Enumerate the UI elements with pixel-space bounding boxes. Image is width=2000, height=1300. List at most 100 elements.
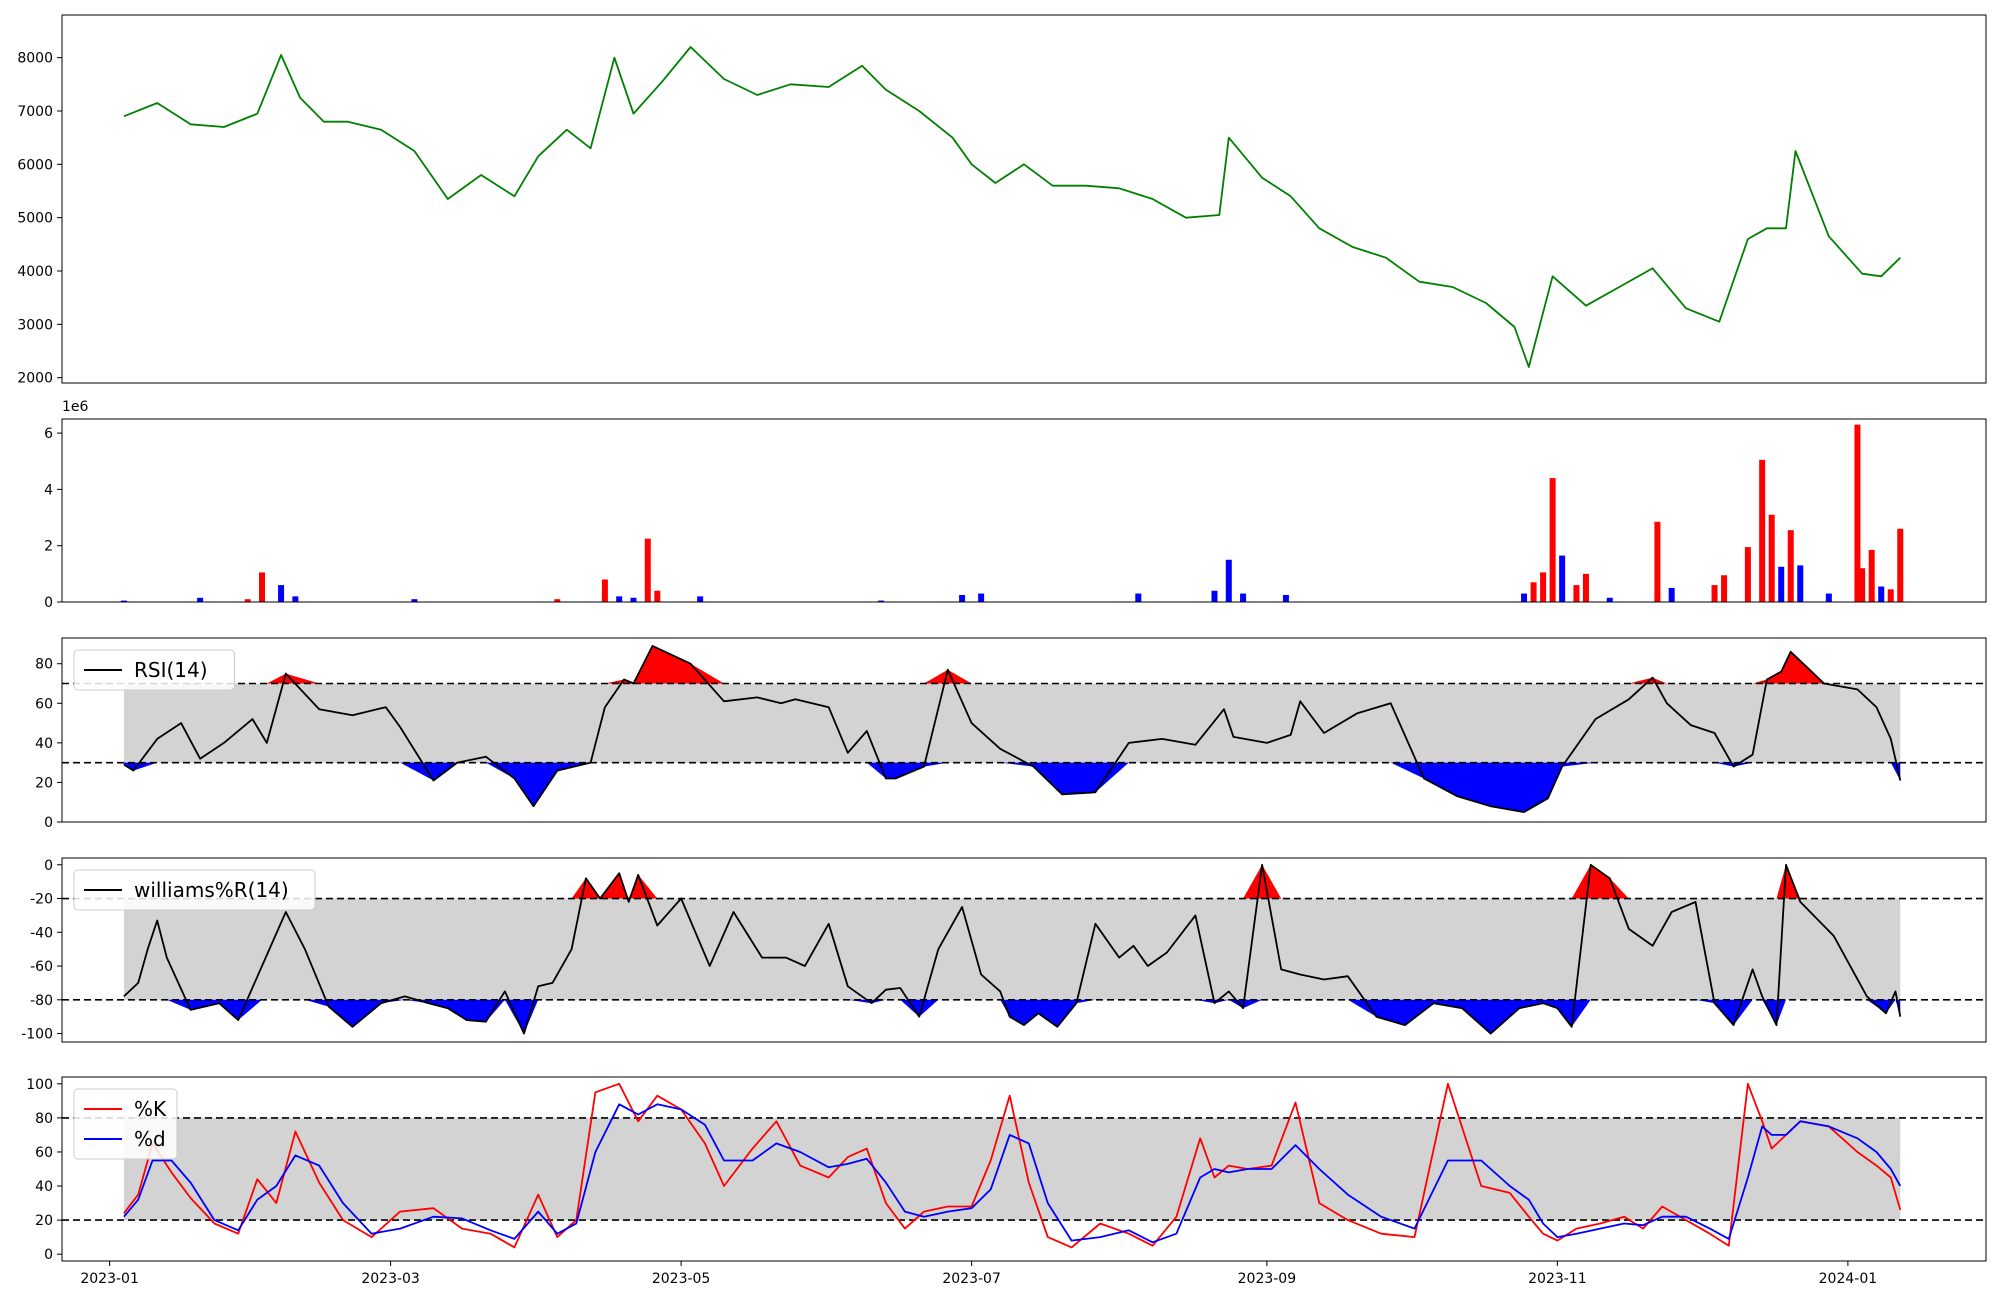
volume-bar [1654, 521, 1661, 602]
volume-bar [959, 594, 966, 602]
x-tick-label: 2023-01 [80, 1271, 139, 1287]
volume-bar [1797, 565, 1804, 602]
axes-frame [61, 857, 1987, 1043]
volume-bar [1711, 585, 1718, 602]
axes-frame [61, 1076, 1987, 1262]
volume-multiplier-label: 1e6 [62, 399, 89, 415]
volume-bar [978, 593, 985, 602]
y-tick-label: 0 [44, 1247, 53, 1263]
y-tick-label: -20 [30, 892, 53, 908]
y-tick-label: 3000 [17, 317, 53, 333]
x-tick-label: 2023-11 [1528, 1271, 1587, 1287]
volume-bar [1135, 593, 1142, 602]
volume-bar [1559, 555, 1566, 602]
volume-bar [278, 585, 285, 602]
volume-bar [1240, 593, 1247, 602]
neutral-band [123, 898, 1901, 1000]
volume-bar [1521, 593, 1528, 602]
y-tick-label: 0 [44, 815, 53, 831]
legend-box [73, 869, 316, 911]
volume-bar [1540, 572, 1547, 602]
axes-frame [61, 418, 1987, 603]
y-tick-label: 40 [35, 736, 53, 752]
legend-label: %d [134, 1127, 166, 1151]
x-tick-label: 2023-09 [1238, 1271, 1297, 1287]
y-tick-label: 40 [35, 1179, 53, 1195]
volume-bar [1225, 559, 1232, 602]
y-tick-label: 2000 [17, 371, 53, 387]
x-tick-label: 2023-05 [652, 1271, 711, 1287]
volume-bar [1868, 549, 1875, 602]
y-tick-label: 60 [35, 696, 53, 712]
volume-bar [244, 599, 251, 602]
legend-box [73, 1088, 178, 1160]
y-tick-label: 60 [35, 1145, 53, 1161]
volume-bar [411, 599, 418, 602]
volume-bar [616, 596, 623, 602]
y-tick-label: 0 [44, 858, 53, 874]
y-tick-label: 4 [44, 482, 53, 498]
volume-bar [601, 579, 608, 602]
volume-bar [292, 596, 299, 602]
x-tick-label: 2023-03 [361, 1271, 420, 1287]
volume-bar [1549, 478, 1556, 602]
volume-bar [878, 600, 885, 602]
volume-bar [1282, 594, 1289, 602]
volume-bar [1530, 582, 1537, 602]
volume-bar [1759, 459, 1766, 602]
y-tick-label: 80 [35, 657, 53, 673]
legend-label: RSI(14) [134, 658, 208, 682]
volume-bar [1778, 566, 1785, 602]
y-tick-label: 6000 [17, 157, 53, 173]
neutral-band [123, 683, 1901, 763]
volume-bar [1606, 597, 1613, 602]
stoch-d-line [123, 1103, 1902, 1244]
williams-r-line [123, 863, 1902, 1035]
y-tick-label: 20 [35, 1213, 53, 1229]
volume-bar [1744, 547, 1751, 602]
y-tick-label: 7000 [17, 104, 53, 120]
y-tick-label: 20 [35, 775, 53, 791]
volume-bar [654, 590, 661, 602]
volume-bar [1721, 575, 1728, 602]
legend-label: %K [134, 1097, 167, 1121]
legend-box [73, 649, 235, 691]
volume-bar [1582, 573, 1589, 602]
volume-bar [697, 596, 704, 602]
stochastic-panel: 0 20 40 60 80 100 %K %d 2023-01 2023-03 2023-05 202… [26, 1076, 1987, 1287]
y-tick-label: 100 [26, 1077, 53, 1093]
volume-bar [1787, 530, 1794, 602]
oversold-fill [123, 762, 1901, 813]
axes-frame [61, 637, 1987, 823]
x-tick-label: 2023-07 [942, 1271, 1001, 1287]
y-tick-label: 8000 [17, 51, 53, 67]
volume-bar [1768, 514, 1775, 602]
y-tick-label: 2 [44, 539, 53, 555]
williams-r-panel: 0 -20 -40 -60 -80 -100 williams%R(14) [21, 857, 1987, 1043]
volume-bar [1573, 585, 1580, 602]
volume-bar [554, 599, 561, 602]
y-tick-label: 6 [44, 426, 53, 442]
x-tick-label: 2024-01 [1819, 1271, 1878, 1287]
volume-bar [259, 572, 266, 602]
price-line [123, 46, 1901, 368]
volume-bar [1887, 589, 1894, 602]
rsi-line [123, 645, 1902, 813]
oversold-fill [123, 999, 1901, 1034]
volume-bar [1878, 586, 1885, 602]
rsi-panel: 0 20 40 60 80 RSI(14) [35, 637, 1987, 831]
volume-panel: 0 2 4 6 1e6 [44, 399, 1987, 611]
y-tick-label: 5000 [17, 211, 53, 227]
overbought-fill [123, 864, 1901, 899]
volume-bar [1854, 424, 1861, 602]
y-tick-label: -40 [30, 925, 53, 941]
axes-frame [61, 14, 1987, 384]
y-tick-label: 4000 [17, 264, 53, 280]
volume-bar [630, 597, 637, 602]
volume-bar [120, 600, 127, 602]
volume-bar [644, 538, 651, 602]
y-tick-label: -80 [30, 993, 53, 1009]
y-tick-label: 0 [44, 595, 53, 611]
overbought-fill [123, 645, 1901, 684]
